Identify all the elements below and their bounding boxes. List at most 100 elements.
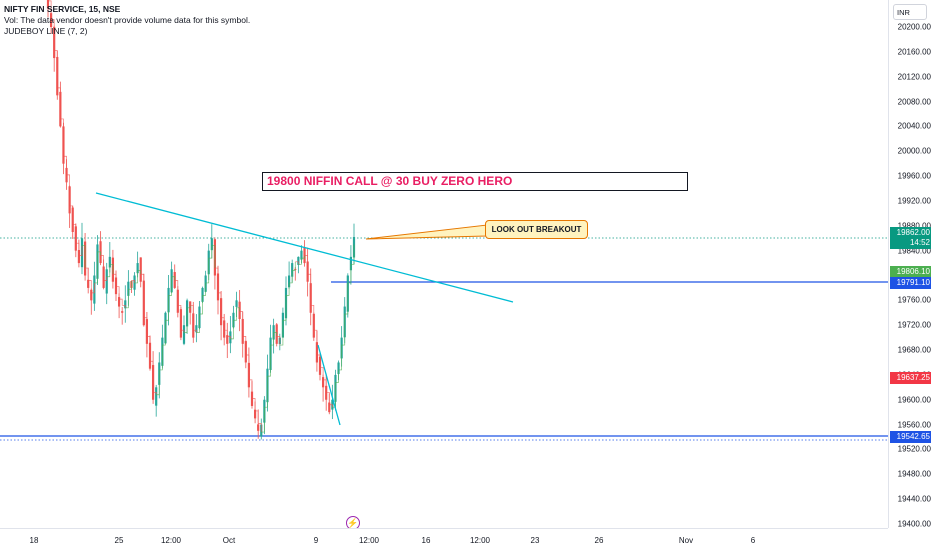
indicator-segment [54, 50, 58, 88]
price-tick: 19960.00 [897, 171, 931, 181]
indicator-segment [347, 264, 352, 284]
price-tick: 20120.00 [897, 72, 931, 82]
indicator-segment [258, 423, 262, 433]
indicator-segment [298, 258, 302, 265]
indicator-segment [199, 295, 203, 315]
indicator-segment [82, 245, 86, 269]
volume-notice: Vol: The data vendor doesn't provide vol… [4, 15, 251, 25]
level-c-label: 19637.25 [890, 372, 931, 384]
candle-body [46, 0, 50, 9]
level-b-label: 19791.10 [890, 277, 931, 289]
price-chart[interactable] [0, 0, 888, 528]
price-tick: 19760.00 [897, 295, 931, 305]
chart-area[interactable]: NIFTY FIN SERVICE, 15, NSE Vol: The data… [0, 0, 888, 530]
indicator-segment [159, 345, 163, 371]
indicator-segment [85, 267, 89, 281]
indicator-segment [190, 304, 194, 331]
indicator-segment [97, 251, 101, 256]
breakout-callout[interactable]: LOOK OUT BREAKOUT [485, 220, 588, 239]
indicator-segment [341, 314, 346, 346]
candle-body [182, 325, 186, 344]
indicator-segment [69, 205, 74, 225]
indicator-segment [72, 224, 77, 244]
price-axis[interactable]: INR 20200.00 20160.00 20120.00 20080.00 2004… [888, 0, 932, 529]
indicator-segment [329, 404, 333, 408]
price-tick: 20200.00 [897, 22, 931, 32]
indicator-segment [140, 273, 145, 318]
short-trendline [317, 344, 341, 426]
indicator-segment [153, 391, 157, 395]
price-tick: 20080.00 [897, 97, 931, 107]
indicator-segment [122, 304, 126, 308]
indicator-segment [350, 244, 355, 265]
candle-body [253, 409, 257, 419]
indicator-segment [162, 320, 166, 346]
time-tick: 6 [750, 536, 756, 545]
last-price-value: 19862.00 [896, 228, 930, 237]
indicator-segment [103, 276, 108, 281]
candle-body [155, 387, 158, 406]
indicator-segment [134, 270, 138, 284]
candle-body [337, 362, 340, 375]
indicator-segment [150, 360, 154, 393]
last-price-label: 19862.00 14:52 [890, 227, 931, 249]
indicator-segment [344, 282, 349, 315]
candle-body [328, 402, 331, 413]
indicator-segment [289, 270, 293, 284]
indicator-segment [301, 255, 305, 259]
candle-body [226, 335, 229, 344]
indicator-segment [323, 379, 327, 393]
time-tick: 16 [421, 536, 431, 545]
indicator-segment [202, 282, 206, 296]
time-tick: Oct [222, 536, 236, 545]
indicator-segment [109, 263, 114, 275]
price-tick: 19520.00 [897, 444, 931, 454]
indicator-segment [316, 354, 321, 368]
time-tick: 12:00 [160, 536, 182, 545]
candle-body [127, 281, 130, 296]
indicator-segment [261, 407, 265, 433]
candle-body [321, 377, 325, 388]
indicator-segment [282, 295, 287, 321]
time-tick: 12:00 [469, 536, 491, 545]
candle-body [210, 238, 213, 251]
descending-trendline [95, 192, 514, 303]
level-a-label: 19806.10 [890, 266, 931, 278]
indicator-segment [116, 286, 120, 300]
price-tick: 20000.00 [897, 146, 931, 156]
indicator-segment [94, 251, 98, 284]
indicator-segment [187, 305, 191, 309]
price-tick: 19560.00 [897, 420, 931, 430]
currency-selector[interactable]: INR [893, 4, 927, 20]
time-tick: 25 [114, 536, 124, 545]
time-tick: 9 [313, 536, 319, 545]
price-tick: 20040.00 [897, 121, 931, 131]
price-tick: 19680.00 [897, 345, 931, 355]
indicator-segment [224, 329, 228, 337]
indicator-segment [208, 245, 213, 259]
indicator-segment [205, 258, 210, 284]
indicator-segment [233, 307, 237, 321]
time-axis[interactable]: 18 25 12:00 Oct 9 12:00 16 12:00 23 26 Nov 6 [0, 528, 888, 551]
indicator-segment [91, 282, 95, 294]
indicator-segment [131, 280, 135, 283]
indicator-segment [137, 270, 142, 275]
trade-annotation[interactable]: 19800 NIFFIN CALL @ 30 BUY ZERO HERO [262, 172, 688, 191]
indicator-segment [112, 273, 117, 287]
indicator-segment [310, 304, 315, 331]
indicator-segment [78, 245, 83, 256]
indicator-segment [214, 267, 219, 293]
time-tick: 26 [594, 536, 604, 545]
candle-body [49, 13, 53, 27]
candle-body [257, 424, 260, 431]
indicator-segment [270, 332, 274, 346]
price-tick: 20160.00 [897, 47, 931, 57]
candle-body [139, 257, 142, 282]
candle-body [201, 287, 204, 302]
indicator-segment [304, 255, 308, 275]
indicator-label[interactable]: JUDEBOY LINE (7, 2) [4, 26, 88, 36]
candle-body [287, 275, 291, 288]
indicator-segment [313, 329, 318, 356]
symbol-title[interactable]: NIFTY FIN SERVICE, 15, NSE [4, 4, 121, 14]
indicator-segment [106, 264, 111, 278]
